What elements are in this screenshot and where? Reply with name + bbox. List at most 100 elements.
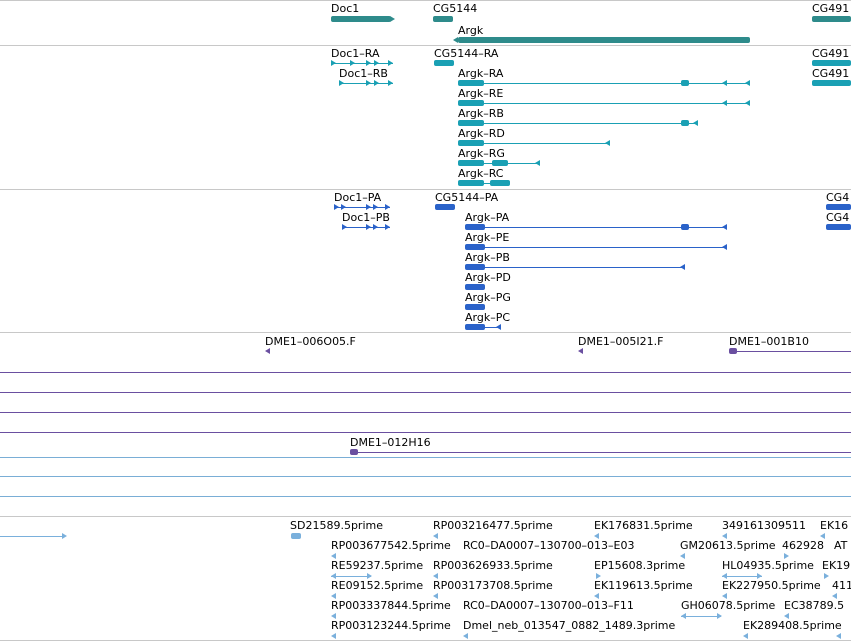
clone-end[interactable]	[265, 348, 270, 354]
exon	[535, 160, 540, 166]
est-feature[interactable]	[743, 633, 748, 639]
protein-feature[interactable]	[334, 207, 390, 208]
est-feature[interactable]	[681, 616, 721, 617]
protein-feature[interactable]	[465, 227, 727, 228]
transcript-feature[interactable]	[434, 60, 454, 66]
est-feature[interactable]	[433, 593, 438, 599]
transcript-feature[interactable]	[458, 83, 750, 84]
protein-feature[interactable]	[465, 304, 485, 310]
est-feature[interactable]	[331, 613, 336, 619]
est-feature[interactable]	[331, 553, 336, 559]
est-feature[interactable]	[433, 573, 438, 579]
est-label: GH06078.5prime	[681, 599, 776, 612]
est-feature[interactable]	[291, 533, 301, 539]
exon	[681, 120, 689, 126]
clone-end[interactable]	[578, 348, 583, 354]
transcript-label: CG5144–RA	[434, 47, 499, 60]
est-feature[interactable]	[722, 593, 727, 599]
clone-feature[interactable]	[0, 496, 851, 497]
exon	[350, 60, 355, 66]
est-feature[interactable]	[722, 533, 727, 539]
transcript-label: Argk–RA	[458, 67, 504, 80]
exon	[458, 140, 484, 146]
clone-feature[interactable]	[0, 432, 851, 433]
exon	[366, 224, 371, 230]
clone-feature[interactable]	[729, 351, 851, 352]
est-label: RP003337844.5prime	[331, 599, 451, 612]
est-feature[interactable]	[680, 553, 685, 559]
transcript-feature[interactable]	[331, 63, 393, 64]
exon	[465, 244, 485, 250]
clone-feature[interactable]	[0, 372, 851, 373]
protein-label: Argk–PA	[465, 211, 510, 224]
est-feature[interactable]	[331, 593, 336, 599]
est-label: EK227950.5prime	[722, 579, 821, 592]
gene-label: CG491	[812, 2, 850, 15]
est-feature[interactable]	[596, 573, 601, 579]
exon	[374, 60, 379, 66]
gene-feature[interactable]	[812, 16, 851, 22]
est-feature[interactable]	[594, 533, 599, 539]
transcript-feature[interactable]	[458, 103, 750, 104]
exon	[465, 224, 485, 230]
gene-label: Doc1	[331, 2, 360, 15]
protein-feature[interactable]	[435, 204, 455, 210]
est-feature[interactable]	[331, 576, 371, 577]
est-label: RP003123244.5prime	[331, 619, 451, 632]
transcript-feature[interactable]	[812, 60, 851, 66]
est-feature[interactable]	[784, 553, 789, 559]
exon	[745, 100, 750, 106]
est-feature[interactable]	[331, 633, 336, 639]
clone-feature[interactable]	[0, 457, 851, 458]
protein-label: Doc1–PB	[342, 211, 390, 224]
est-feature[interactable]	[824, 573, 829, 579]
transcript-label: Argk–RD	[458, 127, 505, 140]
exon	[605, 140, 610, 146]
est-label: SD21589.5prime	[290, 519, 383, 532]
gene-feature[interactable]	[331, 16, 391, 22]
transcript-feature[interactable]	[458, 183, 510, 184]
exon	[722, 100, 727, 106]
est-feature[interactable]	[594, 593, 599, 599]
protein-feature[interactable]	[465, 247, 727, 248]
gene-feature[interactable]	[458, 37, 750, 43]
clone-feature[interactable]	[350, 452, 851, 453]
est-label: EK289408.5prime	[743, 619, 842, 632]
clone-feature[interactable]	[0, 392, 851, 393]
exon	[465, 324, 485, 330]
est-label: EK119613.5prime	[594, 579, 693, 592]
est-feature[interactable]	[784, 613, 789, 619]
protein-feature[interactable]	[826, 224, 851, 230]
protein-feature[interactable]	[826, 204, 851, 210]
est-label: RE09152.5prime	[331, 579, 424, 592]
clone-feature[interactable]	[0, 412, 851, 413]
est-feature[interactable]	[0, 536, 64, 537]
exon	[722, 80, 727, 86]
est-label: 349161309511	[722, 519, 806, 532]
est-feature[interactable]	[722, 576, 762, 577]
transcript-label: Argk–RB	[458, 107, 504, 120]
gene-feature[interactable]	[433, 16, 453, 22]
protein-feature[interactable]	[465, 284, 485, 290]
exon	[490, 180, 510, 186]
est-label: EC38789.5	[784, 599, 845, 612]
transcript-feature[interactable]	[812, 80, 851, 86]
est-end	[62, 533, 67, 539]
protein-label: Argk–PB	[465, 251, 510, 264]
est-feature[interactable]	[463, 633, 468, 639]
protein-feature[interactable]	[465, 267, 685, 268]
est-feature[interactable]	[820, 533, 825, 539]
transcript-feature[interactable]	[458, 143, 610, 144]
est-feature[interactable]	[836, 633, 841, 639]
exon	[385, 224, 390, 230]
est-end	[717, 613, 722, 619]
est-label: AT	[834, 539, 848, 552]
exon	[373, 224, 378, 230]
est-label: RE59237.5prime	[331, 559, 424, 572]
est-feature[interactable]	[832, 593, 837, 599]
exon	[388, 60, 393, 66]
exon	[366, 204, 371, 210]
clone-feature[interactable]	[0, 476, 851, 477]
est-feature[interactable]	[433, 533, 438, 539]
transcript-feature[interactable]	[458, 123, 698, 124]
